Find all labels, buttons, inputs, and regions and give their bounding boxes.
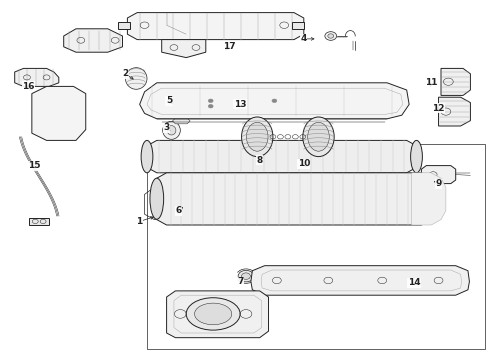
Ellipse shape — [186, 298, 240, 330]
Ellipse shape — [150, 178, 164, 219]
Ellipse shape — [303, 117, 334, 157]
Text: 16: 16 — [22, 82, 35, 91]
Text: 17: 17 — [223, 42, 236, 51]
Circle shape — [272, 99, 277, 103]
Ellipse shape — [308, 122, 329, 151]
Polygon shape — [118, 22, 130, 29]
Text: 11: 11 — [425, 78, 438, 87]
Polygon shape — [251, 266, 469, 295]
Text: 7: 7 — [237, 277, 244, 286]
Circle shape — [169, 202, 172, 205]
Text: 5: 5 — [166, 96, 172, 105]
Circle shape — [325, 32, 337, 40]
Ellipse shape — [165, 192, 188, 215]
Polygon shape — [292, 22, 304, 29]
Polygon shape — [147, 140, 416, 173]
Ellipse shape — [411, 140, 422, 173]
Circle shape — [161, 196, 165, 199]
Circle shape — [328, 34, 334, 38]
Text: 3: 3 — [164, 123, 170, 132]
Polygon shape — [421, 166, 456, 184]
Polygon shape — [172, 118, 190, 124]
Text: 9: 9 — [435, 179, 442, 188]
Ellipse shape — [199, 192, 222, 215]
Polygon shape — [15, 68, 59, 86]
Polygon shape — [140, 83, 409, 119]
Polygon shape — [32, 86, 86, 140]
Text: 6: 6 — [176, 206, 182, 215]
Ellipse shape — [171, 198, 182, 209]
Text: 15: 15 — [28, 161, 41, 170]
Text: 4: 4 — [300, 34, 307, 43]
Ellipse shape — [125, 68, 147, 89]
Text: 2: 2 — [122, 69, 128, 78]
Polygon shape — [167, 291, 269, 338]
Text: 1: 1 — [137, 217, 143, 226]
Circle shape — [208, 104, 213, 108]
Polygon shape — [157, 173, 431, 225]
Text: 14: 14 — [408, 278, 420, 287]
Text: 13: 13 — [234, 100, 246, 109]
Circle shape — [153, 202, 157, 205]
Ellipse shape — [246, 122, 268, 151]
Circle shape — [161, 208, 165, 211]
Ellipse shape — [163, 121, 180, 139]
Ellipse shape — [195, 303, 232, 325]
Circle shape — [242, 273, 250, 279]
Ellipse shape — [158, 186, 195, 221]
Ellipse shape — [167, 126, 176, 135]
Text: 8: 8 — [257, 156, 263, 165]
Polygon shape — [162, 40, 206, 58]
Ellipse shape — [141, 140, 153, 173]
Ellipse shape — [424, 178, 438, 219]
Text: 10: 10 — [297, 159, 310, 168]
Polygon shape — [412, 173, 446, 225]
Text: 12: 12 — [432, 104, 445, 112]
Polygon shape — [439, 97, 470, 126]
Ellipse shape — [192, 186, 229, 221]
Circle shape — [151, 195, 174, 212]
Ellipse shape — [242, 117, 273, 157]
Circle shape — [238, 270, 254, 282]
Polygon shape — [64, 29, 122, 52]
Polygon shape — [29, 218, 49, 225]
Circle shape — [208, 99, 213, 103]
Polygon shape — [441, 68, 470, 95]
Polygon shape — [127, 13, 304, 40]
Ellipse shape — [205, 198, 217, 209]
Circle shape — [174, 99, 189, 110]
